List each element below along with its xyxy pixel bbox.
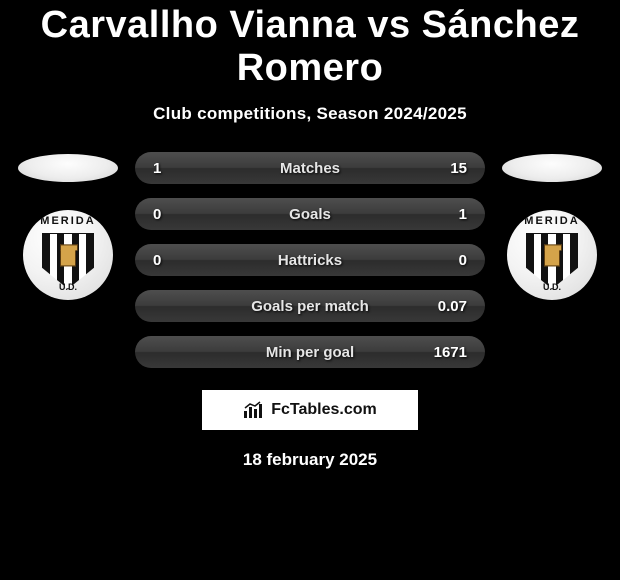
right-club-crest: MERIDA U.D. xyxy=(507,210,597,300)
left-crest-club: MERIDA xyxy=(40,215,95,227)
stat-label: Hattricks xyxy=(278,252,342,269)
stat-left-value: 0 xyxy=(153,206,193,223)
left-crest-suffix: U.D. xyxy=(59,282,77,292)
stat-right-value: 15 xyxy=(427,160,467,177)
right-player-ellipse xyxy=(502,154,602,182)
stat-right-value: 1 xyxy=(427,206,467,223)
stat-row: Goals per match 0.07 xyxy=(135,290,485,322)
page-title: Carvallho Vianna vs Sánchez Romero xyxy=(0,4,620,90)
stat-label: Min per goal xyxy=(266,344,354,361)
stat-label: Goals per match xyxy=(251,298,369,315)
subtitle: Club competitions, Season 2024/2025 xyxy=(0,104,620,124)
right-side: MERIDA U.D. xyxy=(497,152,607,300)
left-crest-shield xyxy=(42,233,94,289)
left-club-crest: MERIDA U.D. xyxy=(23,210,113,300)
stat-label: Goals xyxy=(289,206,331,223)
brand-text: FcTables.com xyxy=(271,401,377,419)
left-side: MERIDA U.D. xyxy=(13,152,123,300)
stats-list: 1 Matches 15 0 Goals 1 0 Hattricks 0 Goa… xyxy=(135,152,485,368)
tower-icon xyxy=(60,248,76,266)
stat-row: Min per goal 1671 xyxy=(135,336,485,368)
brand-badge: FcTables.com xyxy=(202,390,418,430)
date-text: 18 february 2025 xyxy=(0,450,620,470)
main-row: MERIDA U.D. 1 Matches 15 0 Goals 1 xyxy=(0,152,620,368)
comparison-card: Carvallho Vianna vs Sánchez Romero Club … xyxy=(0,0,620,470)
stat-right-value: 0.07 xyxy=(427,298,467,315)
stat-left-value: 0 xyxy=(153,252,193,269)
left-player-ellipse xyxy=(18,154,118,182)
stat-right-value: 1671 xyxy=(427,344,467,361)
right-crest-shield xyxy=(526,233,578,289)
bar-chart-icon xyxy=(243,401,265,419)
stat-right-value: 0 xyxy=(427,252,467,269)
right-crest-club: MERIDA xyxy=(524,215,579,227)
stat-row: 1 Matches 15 xyxy=(135,152,485,184)
stat-row: 0 Hattricks 0 xyxy=(135,244,485,276)
stat-label: Matches xyxy=(280,160,340,177)
right-crest-suffix: U.D. xyxy=(543,282,561,292)
tower-icon xyxy=(544,248,560,266)
stat-left-value: 1 xyxy=(153,160,193,177)
stat-row: 0 Goals 1 xyxy=(135,198,485,230)
